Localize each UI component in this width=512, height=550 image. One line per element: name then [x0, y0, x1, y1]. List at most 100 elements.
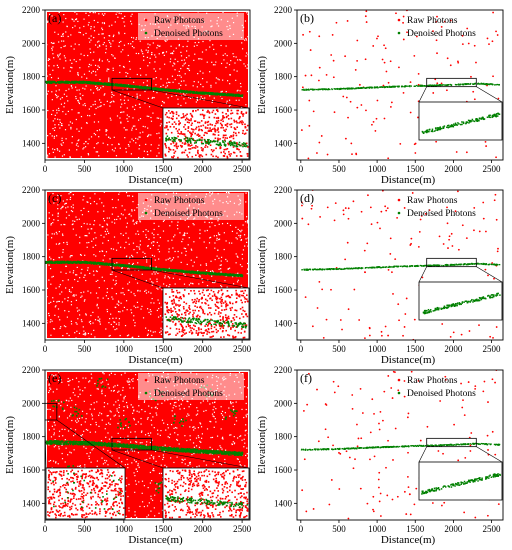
denoised-photon: [70, 82, 72, 84]
raw-gap: [61, 301, 64, 303]
raw-gap: [160, 306, 162, 308]
raw-gap: [130, 312, 133, 314]
raw-gap: [212, 64, 215, 66]
raw-gap: [144, 102, 146, 104]
raw-gap: [78, 139, 80, 141]
raw-gap: [61, 233, 64, 235]
raw-gap: [200, 83, 202, 85]
raw-gap: [138, 335, 140, 337]
inset-raw-photon: [190, 132, 193, 135]
denoised-photon: [428, 85, 431, 87]
raw-gap: [70, 291, 72, 293]
raw-gap: [93, 121, 96, 123]
raw-gap: [68, 124, 70, 126]
raw-gap: [49, 73, 51, 76]
inset-raw-photon: [192, 110, 194, 113]
denoised-photon: [445, 84, 448, 87]
raw-gap: [58, 230, 60, 233]
denoised-photon: [388, 86, 391, 88]
inset-raw-photon: [178, 120, 180, 122]
raw-gap: [88, 66, 90, 68]
raw-gap: [159, 287, 161, 289]
raw-gap: [159, 125, 161, 127]
zoom-source-box: [426, 77, 477, 88]
raw-gap: [65, 138, 67, 140]
inset-raw-photon: [230, 109, 233, 112]
raw-photon: [495, 156, 497, 159]
raw-gap: [55, 85, 57, 87]
inset-raw-photon: [236, 121, 238, 124]
denoised-photon: [165, 90, 167, 92]
denoised-photon: [53, 81, 55, 84]
raw-gap: [236, 255, 238, 257]
raw-gap: [236, 70, 238, 72]
raw-gap: [78, 130, 80, 132]
raw-gap: [158, 45, 160, 47]
inset-denoised-photon: [497, 112, 500, 115]
denoised-photon: [78, 81, 81, 83]
raw-photon: [484, 140, 487, 143]
raw-photon: [492, 75, 494, 78]
denoised-photon: [240, 95, 242, 97]
denoised-photon: [201, 92, 203, 94]
raw-gap: [56, 64, 59, 66]
raw-gap: [153, 228, 155, 231]
raw-gap: [142, 53, 144, 55]
raw-gap: [71, 142, 73, 144]
raw-gap: [76, 274, 78, 276]
denoised-photon: [46, 82, 49, 84]
raw-gap: [106, 129, 108, 132]
raw-gap: [70, 34, 72, 36]
raw-photon: [417, 116, 419, 119]
denoised-photon: [441, 84, 444, 86]
inset-denoised-photon: [228, 140, 231, 143]
raw-gap: [75, 95, 77, 98]
raw-gap: [114, 57, 116, 59]
raw-gap: [211, 275, 213, 277]
raw-gap: [116, 303, 118, 305]
raw-gap: [199, 98, 201, 101]
inset-raw-photon: [201, 136, 204, 139]
raw-gap: [103, 280, 106, 282]
raw-gap: [130, 274, 133, 276]
denoised-photon: [106, 82, 108, 85]
inset-raw-photon: [198, 128, 201, 131]
raw-gap: [245, 37, 247, 40]
raw-gap: [63, 102, 66, 104]
raw-gap: [182, 234, 184, 237]
denoised-photon: [383, 86, 385, 88]
raw-gap: [109, 258, 111, 260]
raw-gap: [142, 82, 145, 84]
raw-gap: [236, 281, 239, 283]
inset-denoised-photon: [469, 121, 472, 123]
raw-gap: [128, 145, 130, 147]
denoised-photon: [220, 92, 222, 95]
raw-gap: [105, 130, 107, 133]
inset-raw-photon: [215, 155, 217, 158]
panel-a: 0 500 1000 1500 2000 250014001600180020002200…: [4, 5, 252, 186]
raw-gap: [71, 18, 73, 20]
denoised-photon: [313, 89, 315, 91]
inset-raw-photon: [181, 142, 184, 144]
raw-gap: [144, 290, 146, 292]
raw-photon: [436, 52, 438, 55]
raw-gap: [54, 306, 56, 308]
denoised-photon: [443, 84, 446, 86]
raw-gap: [84, 88, 86, 90]
denoised-photon: [49, 81, 51, 83]
inset-raw-photon: [181, 116, 184, 119]
inset-raw-photon: [196, 134, 199, 136]
raw-gap: [200, 96, 202, 98]
raw-gap: [121, 111, 123, 113]
raw-gap: [57, 33, 59, 35]
raw-gap: [171, 75, 174, 77]
inset-raw-photon: [220, 123, 223, 126]
raw-gap: [134, 322, 136, 324]
raw-gap: [124, 137, 126, 139]
raw-gap: [86, 242, 88, 244]
inset-raw-photon: [246, 124, 249, 127]
raw-gap: [119, 147, 121, 149]
denoised-photon: [335, 88, 337, 90]
raw-gap: [248, 255, 250, 257]
